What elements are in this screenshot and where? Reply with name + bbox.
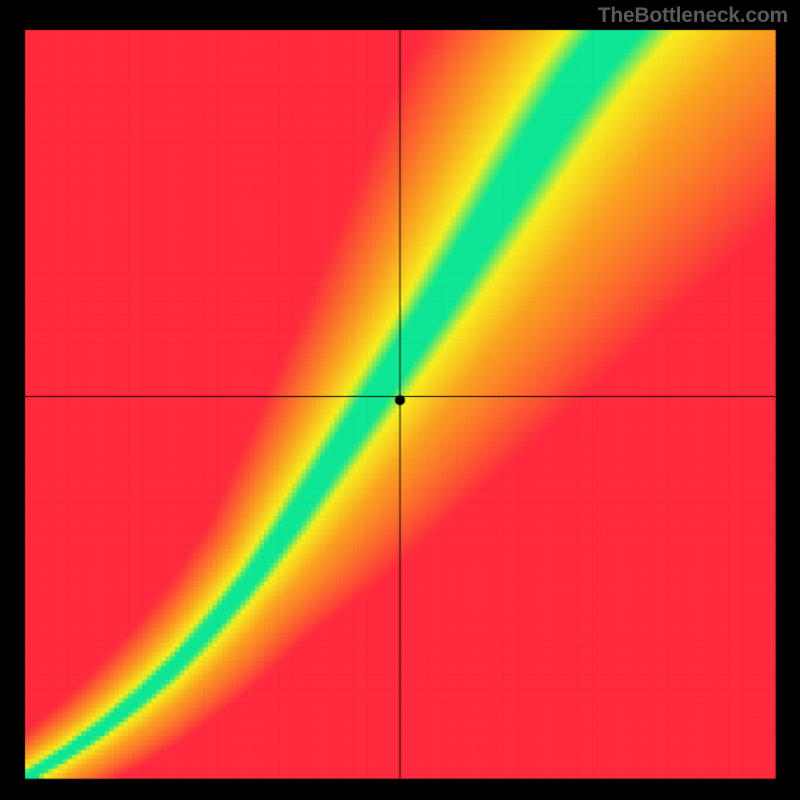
bottleneck-heatmap (0, 0, 800, 800)
watermark-text: TheBottleneck.com (598, 4, 788, 28)
